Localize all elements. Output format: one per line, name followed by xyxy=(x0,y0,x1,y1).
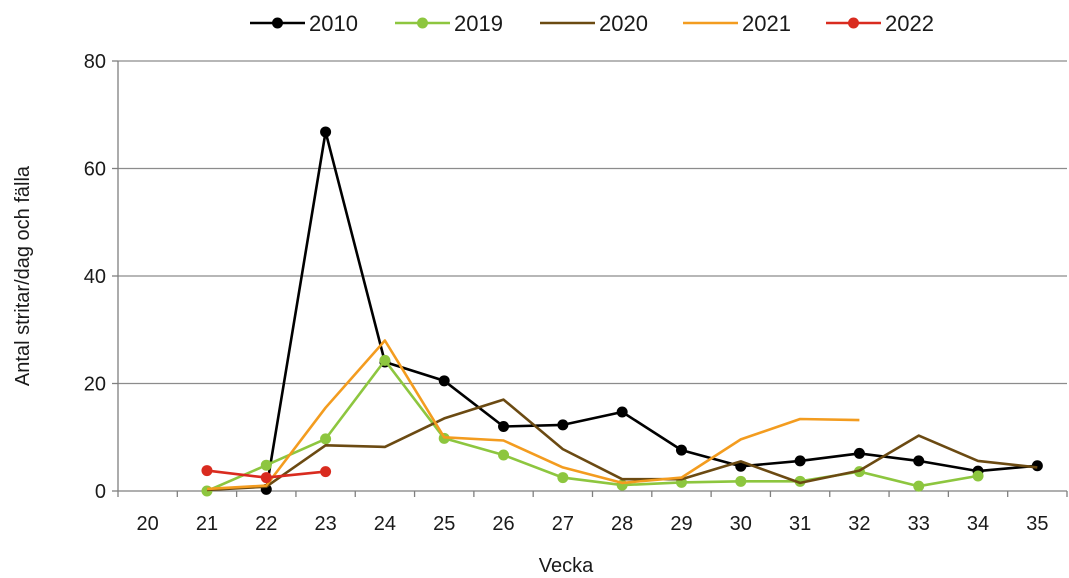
data-point-2022 xyxy=(260,472,272,484)
y-axis: 0 20 40 60 80 xyxy=(84,51,119,503)
legend-marker-2019 xyxy=(417,17,428,29)
series-line-2021 xyxy=(206,339,860,491)
x-tick-label: 20 xyxy=(137,513,159,535)
data-point-2019 xyxy=(201,485,213,497)
x-tick-label: 29 xyxy=(670,513,692,535)
series-line-2020 xyxy=(206,398,1038,492)
legend-marker-2010 xyxy=(272,17,283,29)
x-tick-label: 23 xyxy=(314,513,336,535)
series-line-2010 xyxy=(265,130,1038,490)
x-tick-label: 34 xyxy=(967,513,989,535)
y-axis-title: Antal stritar/dag och fälla xyxy=(12,165,34,386)
x-tick-label: 24 xyxy=(374,513,396,535)
y-tick-label: 0 xyxy=(95,481,106,503)
data-point-2019 xyxy=(794,475,806,487)
data-point-2010 xyxy=(1031,460,1043,472)
y-tick-label: 20 xyxy=(84,374,106,396)
data-point-2010 xyxy=(794,455,806,467)
data-point-2019 xyxy=(320,433,332,445)
x-tick-label: 32 xyxy=(848,513,870,535)
y-tick-label: 60 xyxy=(84,159,106,181)
y-tick-label: 40 xyxy=(84,266,106,288)
data-point-2019 xyxy=(260,459,272,471)
data-point-2010 xyxy=(557,419,569,431)
data-point-2010 xyxy=(853,447,865,459)
x-tick-label: 22 xyxy=(255,513,277,535)
data-point-2019 xyxy=(379,354,391,366)
data-point-2019 xyxy=(498,449,510,461)
legend-label-2010: 2010 xyxy=(309,11,358,36)
data-point-2019 xyxy=(913,480,925,492)
data-point-2010 xyxy=(675,444,687,456)
x-tick-label: 27 xyxy=(552,513,574,535)
legend-label-2022: 2022 xyxy=(885,11,934,36)
x-tick-label: 33 xyxy=(908,513,930,535)
gridlines xyxy=(118,60,1067,492)
x-tick-label: 28 xyxy=(611,513,633,535)
x-tick-label: 31 xyxy=(789,513,811,535)
data-point-2019 xyxy=(557,472,569,484)
x-tick-label: 35 xyxy=(1026,513,1048,535)
data-point-2019 xyxy=(735,475,747,487)
data-point-2010 xyxy=(320,126,332,138)
y-tick-label: 80 xyxy=(84,51,106,73)
series-layer xyxy=(201,126,1043,497)
x-tick-label: 21 xyxy=(196,513,218,535)
x-tick-label: 25 xyxy=(433,513,455,535)
data-point-2010 xyxy=(498,421,510,432)
legend-label-2019: 2019 xyxy=(454,11,503,36)
x-axis-title: Vecka xyxy=(539,555,594,577)
data-point-2022 xyxy=(201,465,213,477)
x-tick-label: 26 xyxy=(492,513,514,535)
legend-marker-2022 xyxy=(848,17,859,29)
data-point-2010 xyxy=(616,406,628,418)
x-axis: 20 21 22 23 24 25 26 27 28 29 30 31 32 33 34 35 xyxy=(117,491,1068,535)
data-point-2010 xyxy=(438,375,450,387)
data-point-2010 xyxy=(913,455,925,467)
x-tick-label: 30 xyxy=(730,513,752,535)
data-point-2019 xyxy=(972,470,984,482)
legend-label-2020: 2020 xyxy=(599,11,648,36)
legend-label-2021: 2021 xyxy=(742,11,791,36)
data-point-2022 xyxy=(320,466,332,478)
legend: 2010 2019 2020 2021 2022 xyxy=(250,11,934,36)
